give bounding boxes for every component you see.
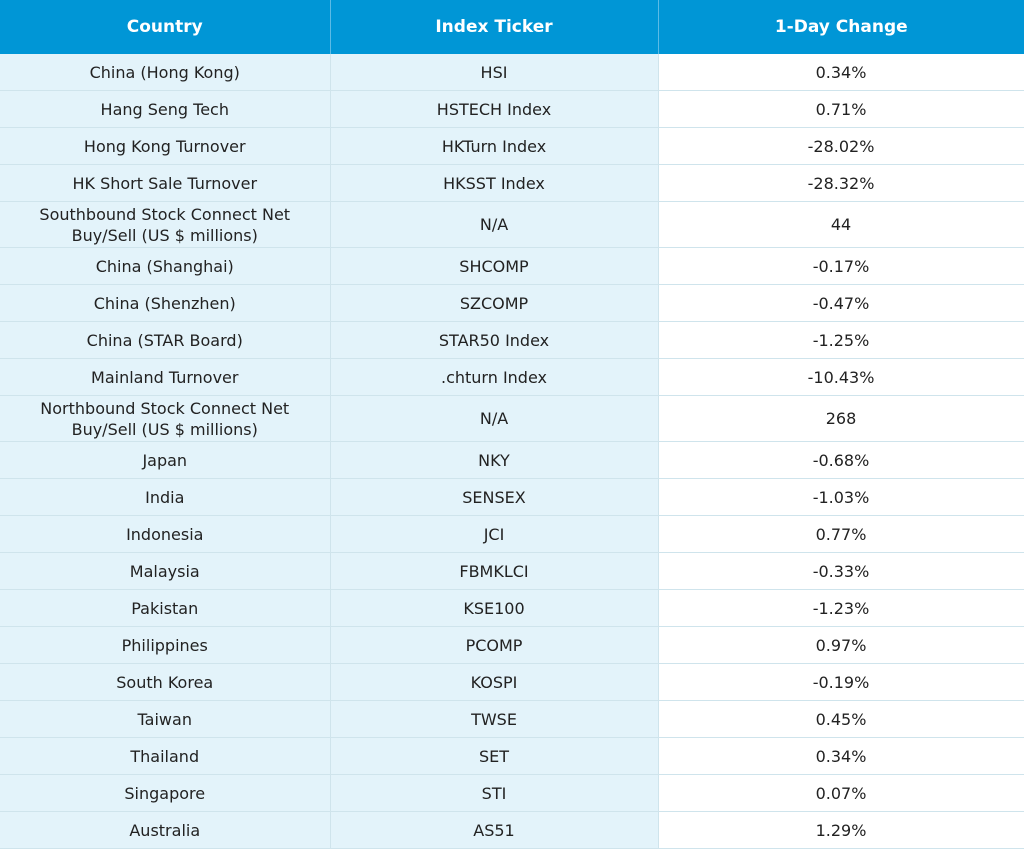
table-cell: HSI <box>330 54 659 91</box>
table-cell: Malaysia <box>0 552 331 590</box>
table-cell: SENSEX <box>330 478 659 516</box>
table-cell: HKSST Index <box>330 164 659 202</box>
table-cell: 0.77% <box>658 515 1024 553</box>
table-row: China (Hong Kong) HSI 0.34% <box>0 54 1024 91</box>
table-row: Northbound Stock Connect Net Buy/Sell (U… <box>0 395 1024 442</box>
table-row: Philippines PCOMP 0.97% <box>0 626 1024 664</box>
table-row: Hong Kong Turnover HKTurn Index -28.02% <box>0 127 1024 165</box>
header-cell: 1-Day Change <box>658 0 1024 54</box>
table-cell: -0.47% <box>658 284 1024 322</box>
table-cell: N/A <box>330 201 659 248</box>
table-row: India SENSEX -1.03% <box>0 478 1024 516</box>
table-cell: -1.25% <box>658 321 1024 359</box>
table-cell: Southbound Stock Connect Net Buy/Sell (U… <box>0 201 331 248</box>
table-row: South Korea KOSPI -0.19% <box>0 663 1024 701</box>
table-cell: SET <box>330 737 659 775</box>
table-cell: -28.32% <box>658 164 1024 202</box>
table-cell: Mainland Turnover <box>0 358 331 396</box>
table-row: Pakistan KSE100 -1.23% <box>0 589 1024 627</box>
table-cell: Thailand <box>0 737 331 775</box>
table-cell: 268 <box>658 395 1024 442</box>
table-cell: SHCOMP <box>330 247 659 285</box>
table-cell: -0.19% <box>658 663 1024 701</box>
table-cell: Philippines <box>0 626 331 664</box>
table-cell: -0.68% <box>658 441 1024 479</box>
header-cell: Index Ticker <box>330 0 659 54</box>
table-cell: 0.34% <box>658 54 1024 91</box>
table-cell: KSE100 <box>330 589 659 627</box>
table-cell: STAR50 Index <box>330 321 659 359</box>
table-cell: China (Shanghai) <box>0 247 331 285</box>
table-cell: -28.02% <box>658 127 1024 165</box>
table-row: Thailand SET 0.34% <box>0 737 1024 775</box>
table-cell: NKY <box>330 441 659 479</box>
table-row: HK Short Sale Turnover HKSST Index -28.32% <box>0 164 1024 202</box>
table-row: Japan NKY -0.68% <box>0 441 1024 479</box>
table-header: Country Index Ticker 1-Day Change <box>0 0 1024 54</box>
table-cell: KOSPI <box>330 663 659 701</box>
table-cell: -1.23% <box>658 589 1024 627</box>
table-cell: -10.43% <box>658 358 1024 396</box>
table-cell: 1.29% <box>658 811 1024 849</box>
table-row: Taiwan TWSE 0.45% <box>0 700 1024 738</box>
table-cell: JCI <box>330 515 659 553</box>
table-cell: China (Hong Kong) <box>0 54 331 91</box>
table-cell: 0.45% <box>658 700 1024 738</box>
table-cell: 0.07% <box>658 774 1024 812</box>
table-row: Indonesia JCI 0.77% <box>0 515 1024 553</box>
table-cell: Australia <box>0 811 331 849</box>
table-body: China (Hong Kong) HSI 0.34% Hang Seng Tech H… <box>0 54 1024 849</box>
table-row: Hang Seng Tech HSTECH Index 0.71% <box>0 90 1024 128</box>
table-cell: AS51 <box>330 811 659 849</box>
table-cell: SZCOMP <box>330 284 659 322</box>
table-cell: STI <box>330 774 659 812</box>
table-cell: China (Shenzhen) <box>0 284 331 322</box>
table-cell: Pakistan <box>0 589 331 627</box>
table-row: China (Shenzhen) SZCOMP -0.47% <box>0 284 1024 322</box>
table-cell: HSTECH Index <box>330 90 659 128</box>
table-cell: India <box>0 478 331 516</box>
table-cell: Taiwan <box>0 700 331 738</box>
table-row: Australia AS51 1.29% <box>0 811 1024 849</box>
table-cell: -0.17% <box>658 247 1024 285</box>
table-cell: TWSE <box>330 700 659 738</box>
header-row: Country Index Ticker 1-Day Change <box>0 0 1024 54</box>
table-cell: 44 <box>658 201 1024 248</box>
table-cell: Singapore <box>0 774 331 812</box>
table-cell: Indonesia <box>0 515 331 553</box>
table-row: China (Shanghai) SHCOMP -0.17% <box>0 247 1024 285</box>
table-cell: N/A <box>330 395 659 442</box>
table-row: Malaysia FBMKLCI -0.33% <box>0 552 1024 590</box>
table-cell: Hang Seng Tech <box>0 90 331 128</box>
table-cell: China (STAR Board) <box>0 321 331 359</box>
table-cell: HK Short Sale Turnover <box>0 164 331 202</box>
table-cell: South Korea <box>0 663 331 701</box>
table-cell: Hong Kong Turnover <box>0 127 331 165</box>
table-cell: 0.71% <box>658 90 1024 128</box>
table-cell: HKTurn Index <box>330 127 659 165</box>
table-cell: Northbound Stock Connect Net Buy/Sell (U… <box>0 395 331 442</box>
table-cell: -0.33% <box>658 552 1024 590</box>
table-cell: 0.34% <box>658 737 1024 775</box>
table-row: Southbound Stock Connect Net Buy/Sell (U… <box>0 201 1024 248</box>
header-cell: Country <box>0 0 331 54</box>
table-cell: Japan <box>0 441 331 479</box>
table-row: China (STAR Board) STAR50 Index -1.25% <box>0 321 1024 359</box>
table-cell: .chturn Index <box>330 358 659 396</box>
table-row: Mainland Turnover .chturn Index -10.43% <box>0 358 1024 396</box>
table-row: Singapore STI 0.07% <box>0 774 1024 812</box>
table-cell: FBMKLCI <box>330 552 659 590</box>
table-cell: PCOMP <box>330 626 659 664</box>
table-cell: 0.97% <box>658 626 1024 664</box>
table-cell: -1.03% <box>658 478 1024 516</box>
